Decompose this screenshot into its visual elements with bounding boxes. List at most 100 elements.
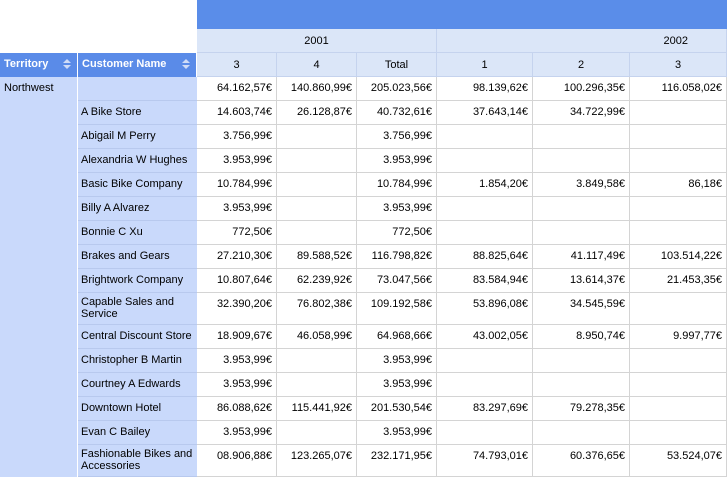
row-header[interactable]: Territory [0, 53, 78, 77]
value-cell: 201.530,54€ [357, 397, 437, 421]
value-cell [533, 373, 630, 397]
value-cell: 3.953,99€ [197, 349, 277, 373]
value-cell [277, 373, 357, 397]
customer-cell: Bonnie C Xu [78, 221, 197, 245]
value-cell: 64.162,57€ [197, 77, 277, 101]
customer-cell: A Bike Store [78, 101, 197, 125]
sort-arrows [182, 59, 190, 69]
value-cell: 10.784,99€ [357, 173, 437, 197]
column-header: Total [357, 53, 437, 77]
value-cell: 3.953,99€ [197, 421, 277, 445]
value-cell: 8.950,74€ [533, 325, 630, 349]
value-cell [630, 397, 727, 421]
value-cell: 103.514,22€ [630, 245, 727, 269]
value-cell: 14.603,74€ [197, 101, 277, 125]
customer-cell: Evan C Bailey [78, 421, 197, 445]
value-cell [437, 421, 533, 445]
value-cell: 83.584,94€ [437, 269, 533, 293]
value-cell [437, 349, 533, 373]
column-header: 4 [277, 53, 357, 77]
sort-arrows [63, 59, 71, 69]
value-cell [533, 197, 630, 221]
value-cell: 10.784,99€ [197, 173, 277, 197]
value-cell: 3.953,99€ [357, 149, 437, 173]
value-cell: 62.239,92€ [277, 269, 357, 293]
value-cell: 3.953,99€ [197, 373, 277, 397]
value-cell [437, 221, 533, 245]
customer-cell: Abigail M Perry [78, 125, 197, 149]
value-cell: 232.171,95€ [357, 445, 437, 477]
value-cell: 18.909,67€ [197, 325, 277, 349]
value-cell [277, 349, 357, 373]
value-cell [630, 373, 727, 397]
value-cell: 10.807,64€ [197, 269, 277, 293]
value-cell: 89.588,52€ [277, 245, 357, 269]
value-cell: 53.896,08€ [437, 293, 533, 325]
value-cell: 41.117,49€ [533, 245, 630, 269]
row-header[interactable]: Customer Name [78, 53, 197, 77]
customer-cell: Alexandria W Hughes [78, 149, 197, 173]
customer-cell [78, 77, 197, 101]
value-cell: 86,18€ [630, 173, 727, 197]
customer-cell: Fashionable Bikes and Accessories [78, 445, 197, 477]
customer-cell: Christopher B Martin [78, 349, 197, 373]
value-cell: 3.756,99€ [357, 125, 437, 149]
value-cell: 53.524,07€ [630, 445, 727, 477]
value-cell: 115.441,92€ [277, 397, 357, 421]
value-cell: 21.453,35€ [630, 269, 727, 293]
value-cell: 86.088,62€ [197, 397, 277, 421]
value-cell [437, 197, 533, 221]
value-cell: 3.849,58€ [533, 173, 630, 197]
customer-cell: Brightwork Company [78, 269, 197, 293]
value-cell [630, 197, 727, 221]
customer-cell: Central Discount Store [78, 325, 197, 349]
value-cell [533, 221, 630, 245]
value-cell: 3.953,99€ [357, 197, 437, 221]
value-cell: 3.756,99€ [197, 125, 277, 149]
value-cell: 88.825,64€ [437, 245, 533, 269]
customer-cell: Downtown Hotel [78, 397, 197, 421]
row-header-label: Territory [4, 58, 49, 70]
value-cell [533, 149, 630, 173]
value-cell: 3.953,99€ [197, 149, 277, 173]
customer-cell: Basic Bike Company [78, 173, 197, 197]
value-cell [437, 125, 533, 149]
value-cell: 34.722,99€ [533, 101, 630, 125]
value-cell: 772,50€ [357, 221, 437, 245]
column-header: 3 [197, 53, 277, 77]
top-bar [197, 0, 727, 29]
customer-cell: Courtney A Edwards [78, 373, 197, 397]
value-cell: 40.732,61€ [357, 101, 437, 125]
sort-icon[interactable] [182, 58, 190, 70]
territory-cell: Northwest [0, 77, 78, 477]
value-cell: 76.802,38€ [277, 293, 357, 325]
value-cell: 46.058,99€ [277, 325, 357, 349]
column-header: 2 [533, 53, 630, 77]
value-cell: 74.793,01€ [437, 445, 533, 477]
year-header: 2002 [437, 29, 727, 53]
value-cell: 3.953,99€ [197, 197, 277, 221]
value-cell [630, 293, 727, 325]
value-cell: 100.296,35€ [533, 77, 630, 101]
sort-icon[interactable] [63, 58, 71, 70]
value-cell: 772,50€ [197, 221, 277, 245]
customer-cell: Brakes and Gears [78, 245, 197, 269]
value-cell: 116.798,82€ [357, 245, 437, 269]
value-cell: 73.047,56€ [357, 269, 437, 293]
value-cell [277, 125, 357, 149]
value-cell [630, 101, 727, 125]
value-cell [277, 173, 357, 197]
column-header: 1 [437, 53, 533, 77]
value-cell [277, 197, 357, 221]
value-cell [630, 221, 727, 245]
value-cell: 1.854,20€ [437, 173, 533, 197]
value-cell: 26.128,87€ [277, 101, 357, 125]
value-cell: 27.210,30€ [197, 245, 277, 269]
value-cell: 08.906,88€ [197, 445, 277, 477]
value-cell: 123.265,07€ [277, 445, 357, 477]
value-cell: 64.968,66€ [357, 325, 437, 349]
column-header: 3 [630, 53, 727, 77]
value-cell [533, 349, 630, 373]
value-cell: 140.860,99€ [277, 77, 357, 101]
value-cell: 13.614,37€ [533, 269, 630, 293]
